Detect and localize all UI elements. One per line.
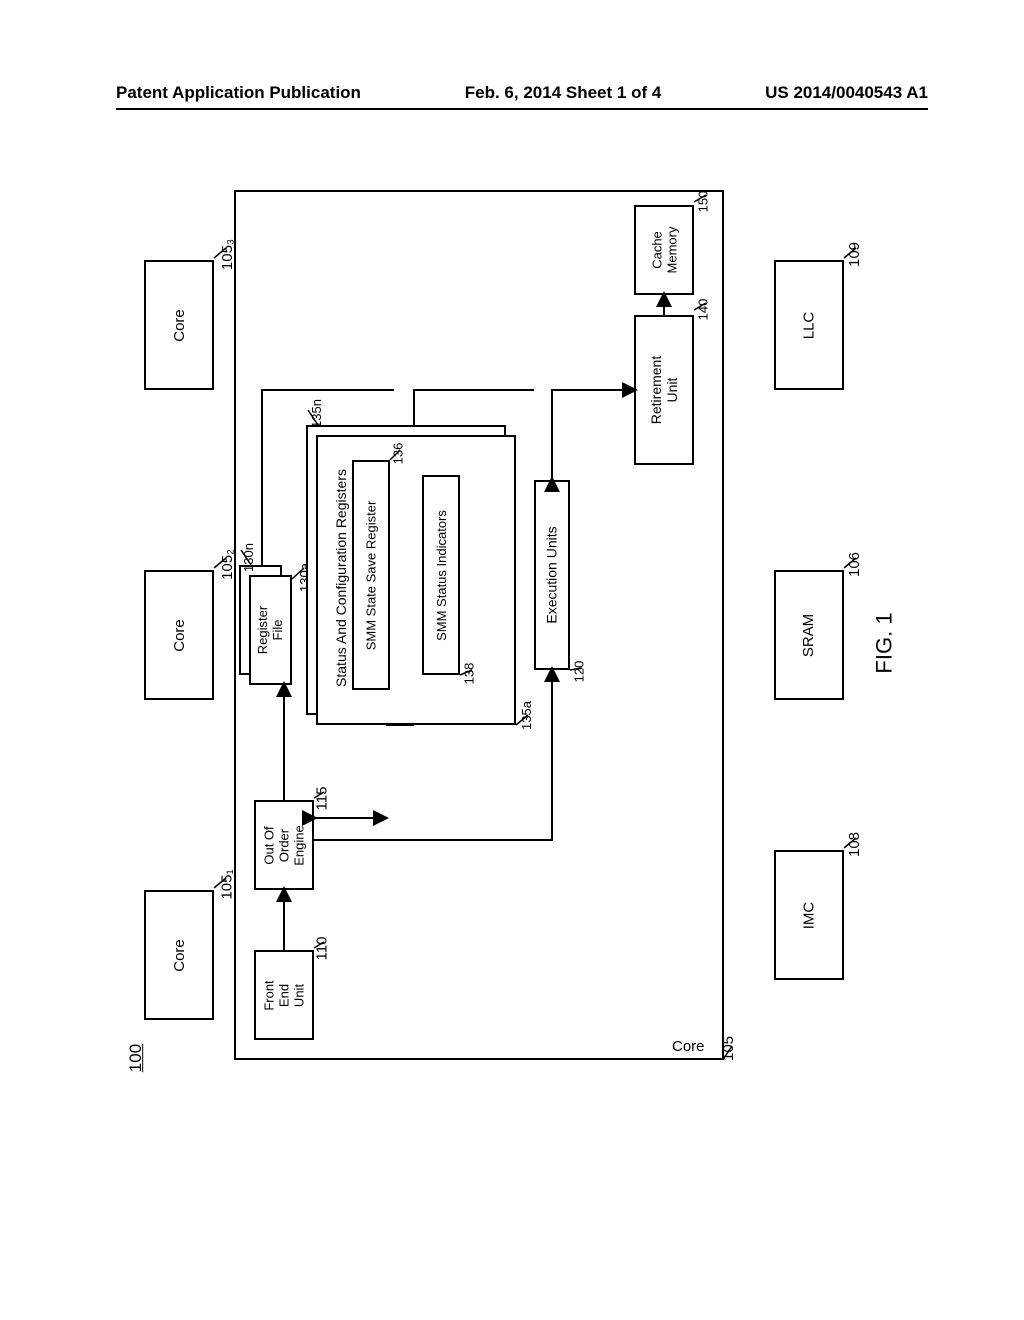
smm-status-label: SMM Status Indicators (434, 510, 449, 641)
exec-units-ref: 120 (571, 661, 586, 683)
ooo-engine: Out OfOrderEngine (254, 800, 314, 890)
register-file-ref-n: 130n (241, 543, 256, 572)
core-top-2-label: Core (170, 619, 187, 652)
llc-box: LLC (774, 260, 844, 390)
smm-state-label: SMM State Save Register (364, 500, 379, 650)
retirement-ref: 140 (695, 299, 710, 321)
core-top-3-label: Core (170, 309, 187, 342)
header-rule (116, 108, 928, 110)
retirement-label: RetirementUnit (648, 356, 680, 424)
figure-label: FIG. 1 (872, 612, 898, 673)
retirement-unit: RetirementUnit (634, 315, 694, 465)
ooo-engine-label: Out OfOrderEngine (261, 825, 306, 865)
sram-box: SRAM (774, 570, 844, 700)
ooo-engine-ref: 115 (313, 787, 330, 811)
core-top-1-label: Core (170, 939, 187, 972)
sram-ref: 106 (846, 552, 863, 577)
status-cfg-ref-n: 135n (309, 399, 324, 428)
llc-ref: 109 (846, 242, 863, 267)
smm-state-ref: 136 (390, 443, 405, 465)
status-cfg-label: Status And Configuration Registers (333, 469, 349, 687)
cache-memory: CacheMemory (634, 205, 694, 295)
cache-label: CacheMemory (649, 227, 679, 274)
page-header: Patent Application Publication Feb. 6, 2… (0, 83, 1024, 103)
cache-ref: 150 (695, 191, 710, 213)
header-right: US 2014/0040543 A1 (765, 83, 928, 103)
front-end-unit: FrontEndUnit (254, 950, 314, 1040)
smm-status-ref: 138 (461, 663, 476, 685)
header-center: Feb. 6, 2014 Sheet 1 of 4 (465, 83, 662, 103)
core-top-3: Core (144, 260, 214, 390)
ref-main: 100 (126, 1044, 146, 1072)
execution-units: Execution Units (534, 480, 570, 670)
core-top-1: Core (144, 890, 214, 1020)
core-top-1-ref: 105₁ (219, 869, 236, 899)
register-file-label: RegisterFile (256, 606, 286, 654)
core-main-label: Core (672, 1038, 705, 1055)
front-end-ref: 110 (313, 937, 330, 961)
llc-label: LLC (801, 311, 818, 339)
exec-units-label: Execution Units (544, 526, 560, 623)
smm-state-save: SMM State Save Register (352, 460, 390, 690)
imc-label: IMC (801, 901, 818, 929)
status-cfg-ref-a: 135a (519, 701, 534, 730)
register-file: RegisterFile (249, 575, 292, 685)
imc-box: IMC (774, 850, 844, 980)
smm-status-indicators: SMM Status Indicators (422, 475, 460, 675)
page: Patent Application Publication Feb. 6, 2… (0, 0, 1024, 1320)
core-top-2: Core (144, 570, 214, 700)
imc-ref: 108 (846, 832, 863, 857)
sram-label: SRAM (801, 613, 818, 656)
front-end-label: FrontEndUnit (262, 980, 307, 1010)
header-left: Patent Application Publication (116, 83, 361, 103)
diagram: 100 Core 105₁ Core 105₂ Core 105₃ Core 1… (134, 170, 894, 1150)
core-main-ref: 105 (720, 1036, 737, 1061)
